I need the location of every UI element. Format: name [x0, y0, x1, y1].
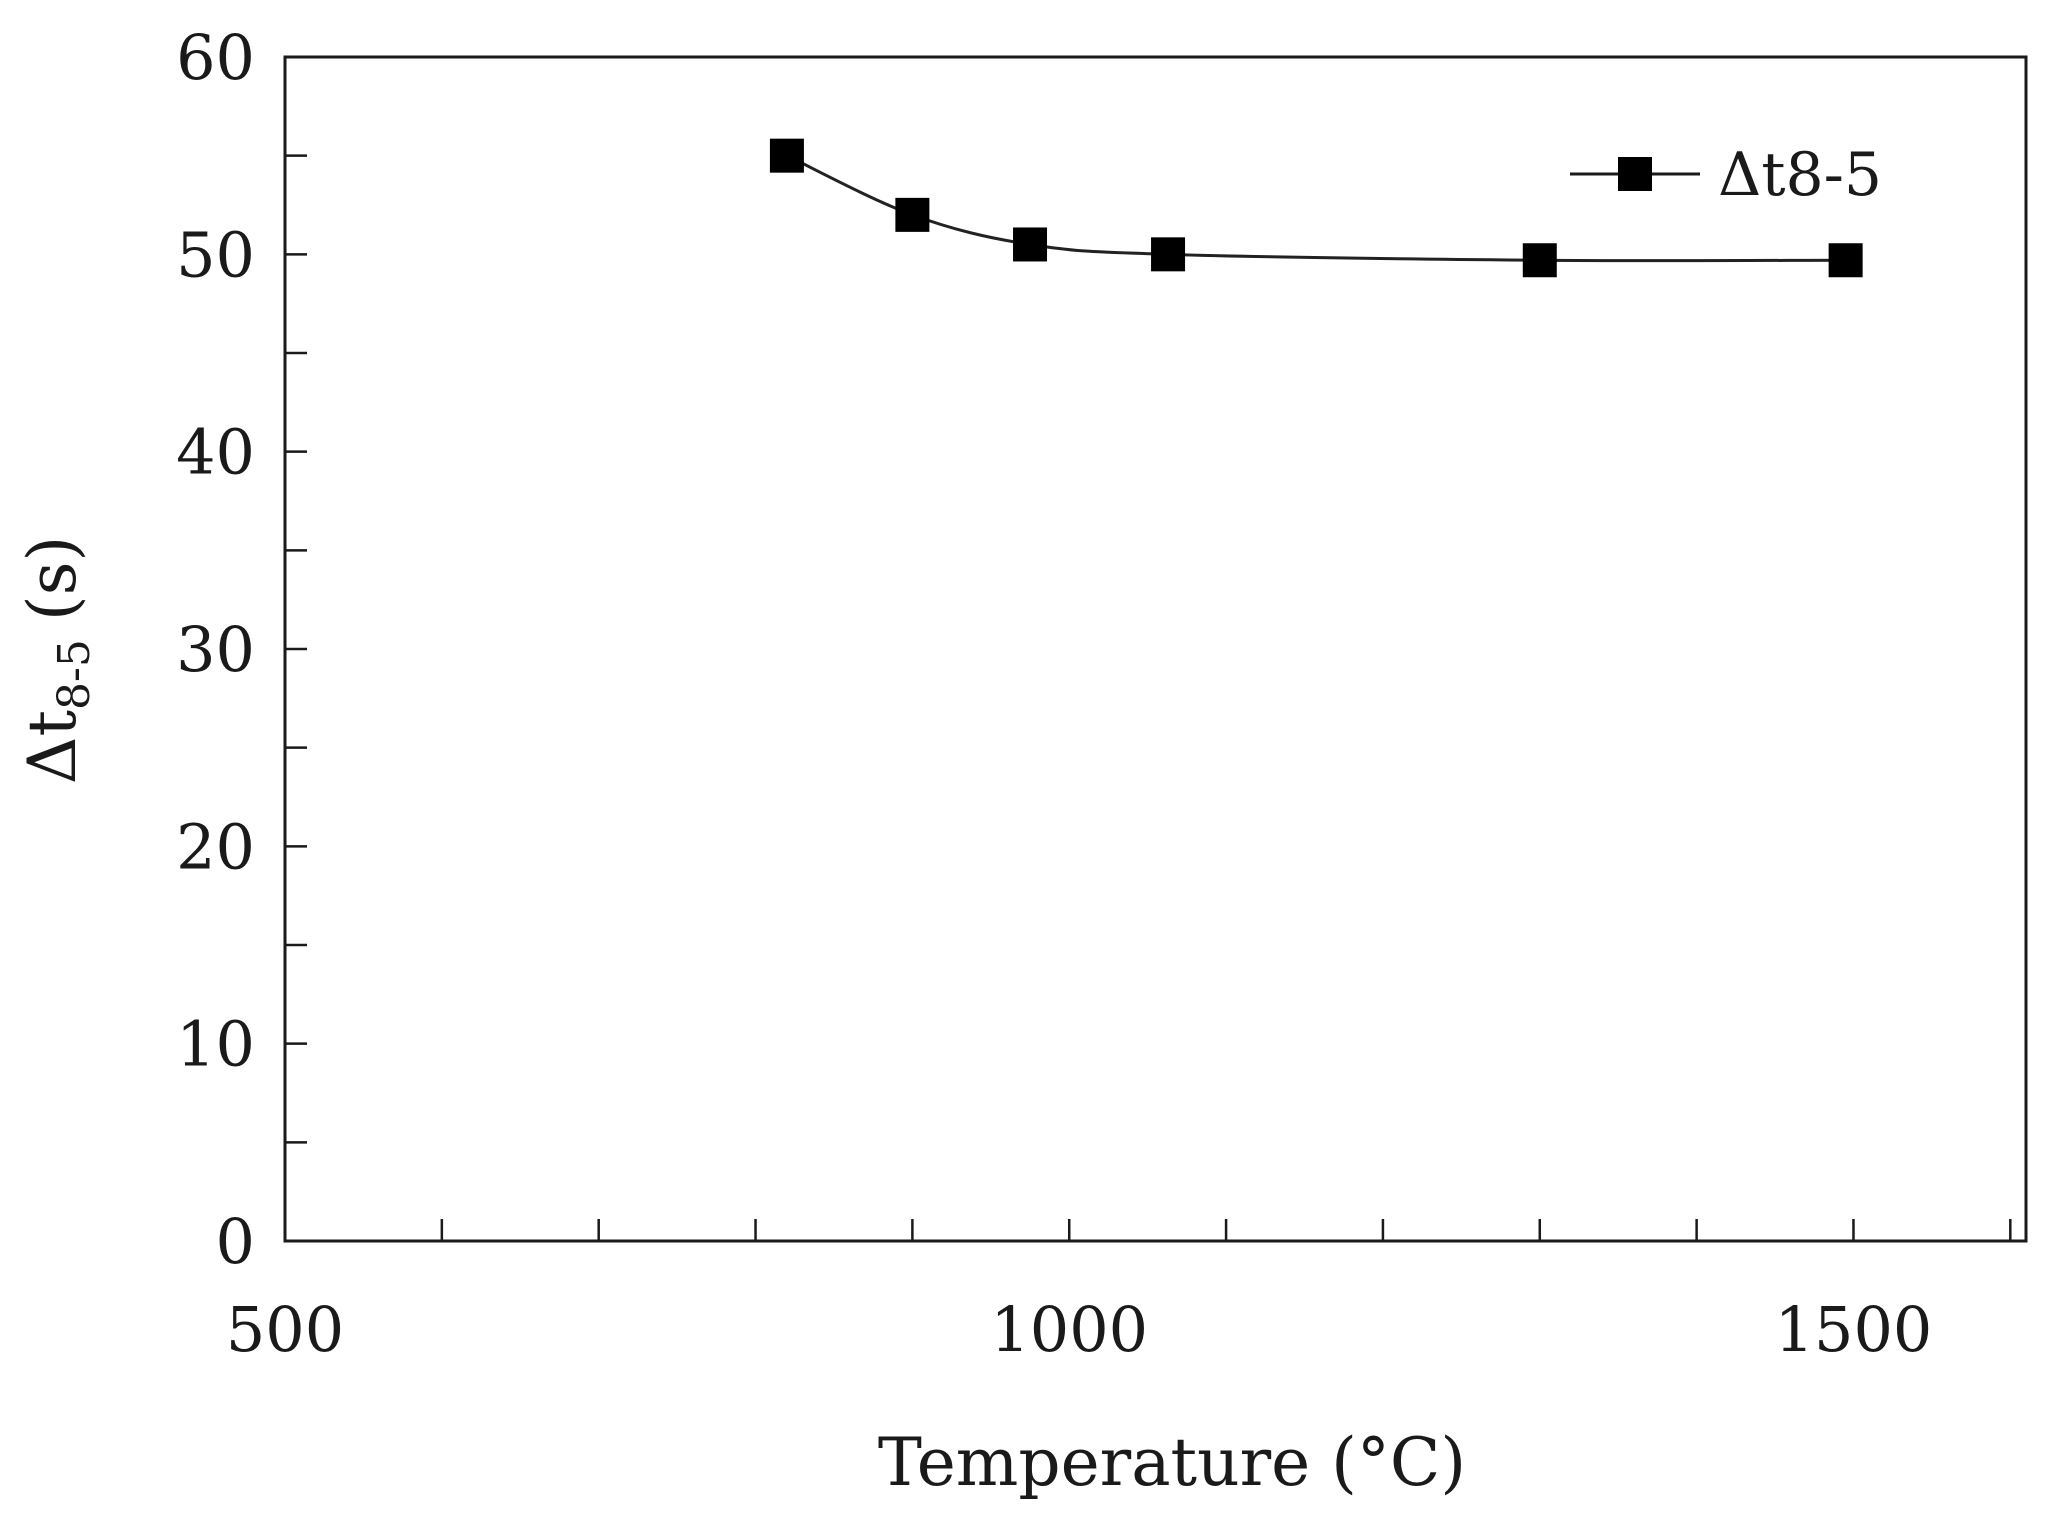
y-tick-label: 20 — [176, 810, 255, 883]
data-point-marker — [1013, 227, 1048, 262]
y-tick-label: 50 — [176, 218, 255, 291]
data-point-marker — [769, 138, 804, 173]
series — [769, 138, 1863, 278]
data-point-marker — [895, 197, 930, 232]
y-axis-title-main: Δt — [14, 710, 91, 784]
legend-label: Δt8-5 — [1718, 140, 1882, 210]
data-point-marker — [1151, 237, 1186, 272]
series-line — [786, 154, 1846, 263]
x-axis-title: Temperature (°C) — [878, 1424, 1466, 1501]
y-tick-label: 40 — [176, 416, 255, 489]
y-tick-label: 0 — [216, 1205, 255, 1278]
y-axis-title: Δt8-5 (s) — [14, 536, 100, 784]
legend: Δt8-5 — [1570, 140, 1882, 210]
legend-marker-swatch — [1618, 157, 1652, 191]
data-point-marker — [1522, 243, 1557, 278]
y-tick-label: 10 — [176, 1008, 255, 1081]
x-tick-label: 1000 — [990, 1293, 1148, 1366]
plot-area-frame — [283, 55, 2028, 1243]
y-axis-title-subscript: 8-5 — [49, 639, 100, 710]
y-tick-label: 60 — [176, 21, 255, 94]
x-tick-label: 500 — [226, 1293, 344, 1366]
y-axis-title-unit: (s) — [14, 536, 91, 621]
data-point-marker — [1828, 243, 1863, 278]
y-tick-label: 30 — [176, 613, 255, 686]
axes — [283, 55, 2028, 1243]
ticks: 0 10 20 30 40 50 60 500 1000 1500 — [176, 21, 2012, 1366]
x-tick-label: 1500 — [1775, 1293, 1933, 1366]
